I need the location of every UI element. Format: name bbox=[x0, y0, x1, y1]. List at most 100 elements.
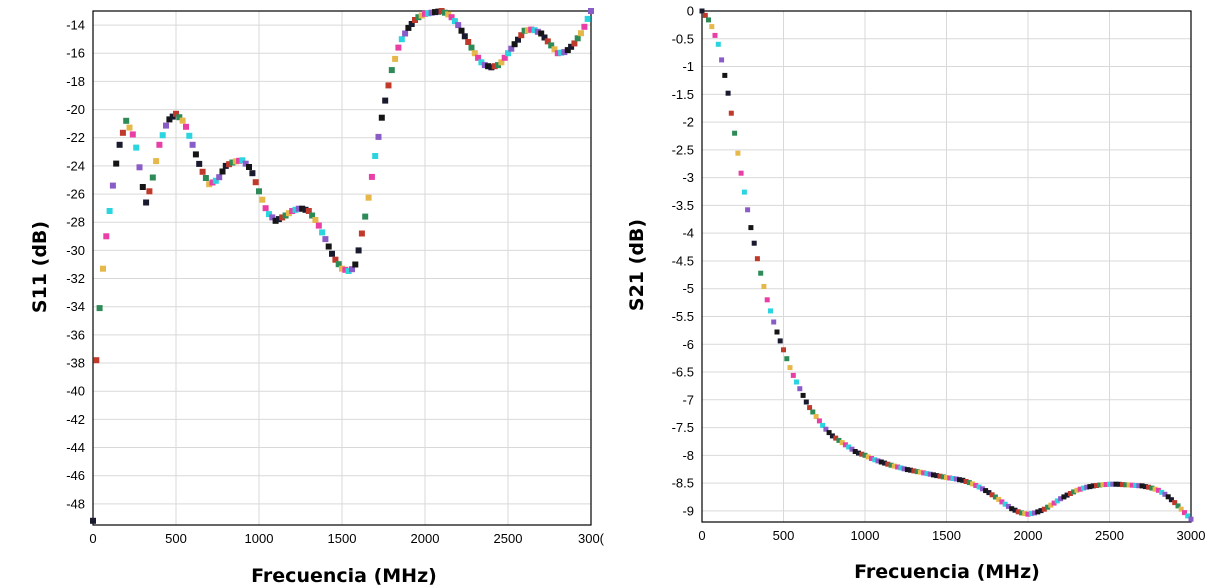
s21-y-tick-label: -4.5 bbox=[672, 253, 694, 268]
s21-data-point bbox=[1185, 513, 1191, 519]
s21-data-point bbox=[1019, 510, 1024, 516]
s21-data-point bbox=[1051, 500, 1057, 506]
s21-data-point bbox=[1175, 503, 1181, 509]
s11-data-point bbox=[385, 82, 392, 89]
s11-x-tick-label: 300( bbox=[578, 531, 605, 546]
s11-data-point bbox=[146, 188, 153, 195]
s11-data-point bbox=[362, 213, 369, 220]
s21-data-point bbox=[715, 41, 721, 47]
s21-data-point bbox=[1067, 491, 1073, 496]
s21-data-point bbox=[764, 297, 770, 303]
s21-x-tick-label: 2000 bbox=[1014, 528, 1043, 543]
s21-grid bbox=[701, 10, 1192, 522]
s11-data-point bbox=[249, 170, 256, 177]
s21-x-tick-label: 1000 bbox=[851, 528, 880, 543]
s11-data-point bbox=[488, 64, 495, 71]
s11-data-point bbox=[163, 122, 169, 129]
s21-data-point bbox=[931, 472, 936, 478]
s21-data-point bbox=[992, 494, 998, 500]
s21-data-point bbox=[1058, 496, 1064, 502]
s11-data-point bbox=[415, 14, 422, 21]
s21-data-point bbox=[1149, 485, 1155, 491]
s21-data-point bbox=[813, 414, 819, 419]
s11-data-point bbox=[192, 151, 199, 158]
s11-data-point bbox=[398, 36, 405, 43]
s21-x-tick-label: 0 bbox=[698, 528, 705, 543]
s11-data-point bbox=[143, 199, 150, 206]
s11-y-tick-label: -42 bbox=[66, 412, 85, 427]
s21-data-point bbox=[1172, 500, 1178, 506]
s11-y-tick-label: -34 bbox=[66, 299, 85, 314]
s11-data-point bbox=[458, 27, 465, 34]
s11-data-point bbox=[508, 45, 515, 52]
s11-data-point bbox=[538, 30, 545, 37]
s11-data-point bbox=[358, 230, 365, 237]
s21-y-tick-label: -5 bbox=[682, 281, 694, 296]
s21-data-point bbox=[1061, 494, 1067, 500]
s21-x-axis-label: Frecuencia (MHz) bbox=[854, 561, 1040, 583]
s11-data-point bbox=[149, 174, 156, 181]
s21-data-point bbox=[702, 12, 708, 18]
s21-data-point bbox=[1129, 482, 1135, 488]
s11-y-tick-label: -26 bbox=[66, 187, 85, 202]
s21-data-point bbox=[849, 446, 855, 452]
s11-data-point bbox=[561, 49, 568, 56]
s11-data-point bbox=[405, 24, 412, 31]
s11-data-point bbox=[256, 188, 262, 195]
s21-data-point bbox=[973, 483, 979, 488]
s21-data-point bbox=[921, 470, 927, 476]
s11-x-axis-label: Frecuencia (MHz) bbox=[251, 565, 437, 587]
s11-data-point bbox=[428, 9, 435, 16]
s11-data-point bbox=[375, 133, 382, 140]
s11-data-point bbox=[554, 50, 561, 57]
s21-data-point bbox=[1155, 487, 1161, 493]
s21-data-point bbox=[963, 479, 969, 484]
s11-data-point bbox=[262, 205, 269, 212]
s21-data-point bbox=[725, 90, 731, 96]
s21-data-point bbox=[898, 465, 904, 471]
s11-data-point bbox=[246, 164, 252, 170]
s11-data-point bbox=[544, 38, 551, 45]
s21-data-point bbox=[754, 256, 760, 262]
s11-data-point bbox=[173, 110, 179, 117]
s21-data-point bbox=[751, 240, 757, 246]
s11-y-tick-label: -32 bbox=[66, 271, 85, 286]
s11-x-tick-label: 1000 bbox=[245, 531, 274, 546]
s21-data-point bbox=[732, 130, 738, 136]
s21-data-point bbox=[741, 189, 747, 195]
s11-data-point bbox=[232, 158, 239, 165]
s11-data-point bbox=[581, 23, 588, 30]
s11-y-axis-label: S11 (dB) bbox=[29, 221, 51, 313]
s11-data-point bbox=[342, 266, 349, 273]
s21-plot-frame bbox=[701, 10, 1192, 523]
s21-data-point bbox=[1100, 482, 1106, 488]
s21-data-point bbox=[1126, 482, 1132, 488]
s11-data-point bbox=[93, 357, 100, 364]
s11-data-point bbox=[272, 217, 279, 224]
s11-data-point bbox=[269, 214, 276, 221]
s21-data-point bbox=[810, 409, 816, 415]
s11-data-point bbox=[402, 30, 409, 37]
s21-data-point bbox=[816, 418, 822, 424]
s11-x-tick-label: 1500 bbox=[328, 531, 357, 546]
s21-data-point bbox=[996, 496, 1002, 502]
s11-data-point bbox=[96, 305, 103, 312]
s21-chart: S21 (dB) Frecuencia (MHz) 0 500 1000 1500 20… bbox=[626, 4, 1205, 584]
s21-data-point bbox=[895, 464, 901, 470]
s21-y-axis-label: S21 (dB) bbox=[626, 219, 648, 311]
s21-data-point bbox=[859, 451, 865, 457]
s11-y-tick-label: -16 bbox=[66, 46, 85, 61]
s11-data-point bbox=[574, 35, 581, 42]
s11-data-point bbox=[196, 160, 203, 167]
s11-data-point bbox=[169, 113, 176, 120]
s11-data-point bbox=[588, 8, 594, 14]
s21-data-point bbox=[950, 476, 956, 481]
s11-data-point bbox=[113, 160, 120, 167]
s21-data-point bbox=[1090, 483, 1096, 489]
s21-y-tick-label: -6.5 bbox=[672, 365, 694, 380]
s11-data-point bbox=[505, 50, 511, 57]
s21-data-point bbox=[1133, 483, 1139, 488]
s21-data-point bbox=[777, 338, 783, 344]
s11-data-point bbox=[372, 153, 379, 159]
